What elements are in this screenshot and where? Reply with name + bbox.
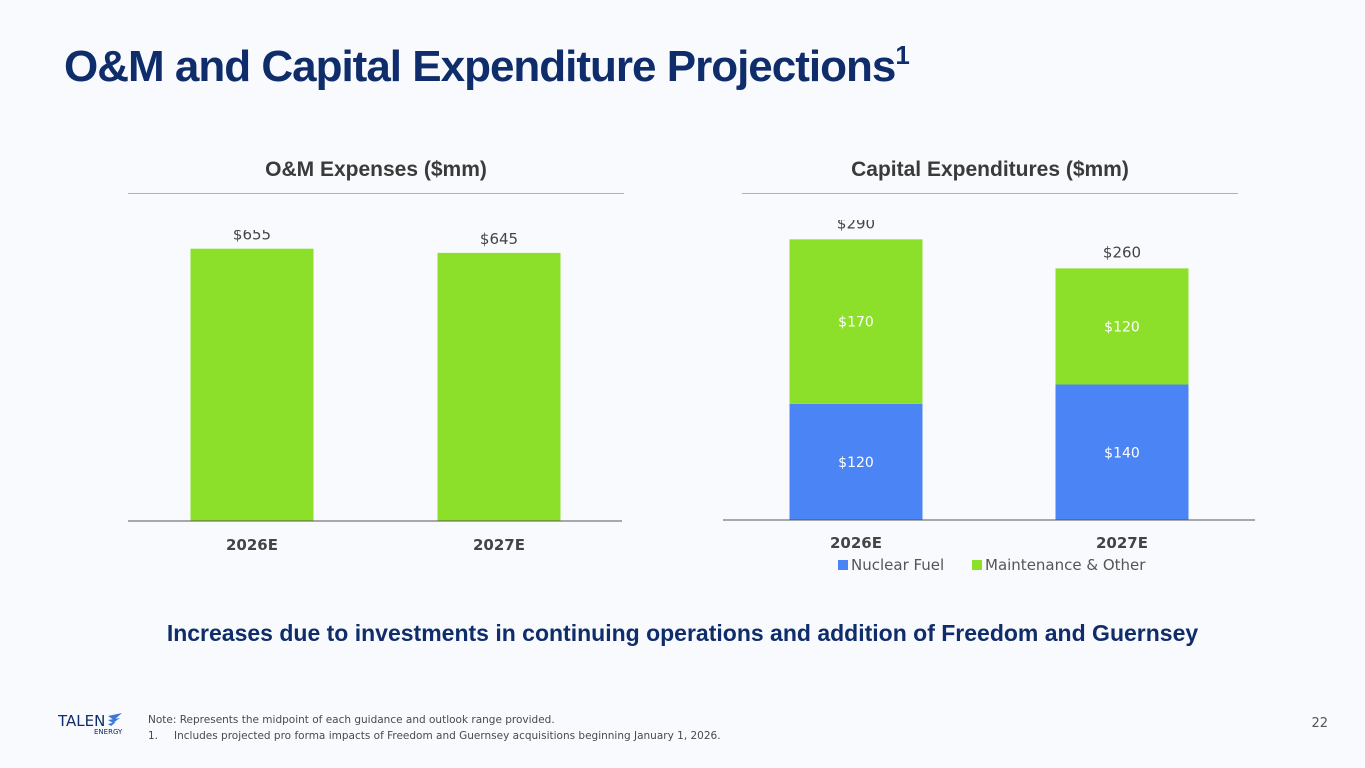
capex-total-label: $260 (1103, 243, 1141, 261)
capex-bar-nuclear-fuel-2026e (789, 403, 923, 520)
capex-category-label: 2026E (830, 534, 882, 552)
footnote-text: Includes projected pro forma impacts of … (174, 730, 721, 742)
title-footnote-marker: 1 (895, 40, 910, 70)
om-chart-title: O&M Expenses ($mm) (265, 158, 487, 181)
legend-maintenance-swatch (972, 560, 982, 570)
capex-segment-label: $120 (838, 455, 874, 471)
capex-bar-maintenance-2027e (1055, 268, 1189, 385)
capex-bar-maintenance-2026e (789, 239, 923, 404)
capex-chart-title: Capital Expenditures ($mm) (851, 158, 1129, 181)
om-bar-2026e (190, 248, 314, 521)
footnotes: Note: Represents the midpoint of each gu… (148, 712, 721, 744)
logo-subtext: ENERGY (94, 728, 123, 736)
footnote-line: 1. Includes projected pro forma impacts o… (148, 728, 721, 744)
om-expenses-chart: $655 2026E $645 2027E (128, 230, 622, 554)
capex-category-label: 2027E (1096, 534, 1148, 552)
page-number: 22 (1311, 716, 1328, 731)
capex-bar-nuclear-fuel-2027e (1055, 384, 1189, 520)
om-value-label: $645 (480, 230, 518, 248)
capex-chart: $120 $170 $290 2026E $140 $120 $260 2027E Nuclea… (723, 220, 1255, 574)
capex-segment-label: $170 (838, 315, 874, 331)
om-chart-title-rule (128, 193, 624, 194)
capex-chart-title-rule (742, 193, 1238, 194)
om-category-label: 2027E (473, 536, 525, 554)
page-title-text: O&M and Capital Expenditure Projections (64, 42, 896, 91)
footnote-number: 1. (148, 730, 159, 742)
capex-total-label: $290 (837, 220, 875, 232)
talen-energy-logo: TALEN ENERGY (57, 712, 128, 736)
summary-tagline: Increases due to investments in continui… (166, 620, 1199, 646)
legend-nuclear-fuel-label: Nuclear Fuel (851, 556, 944, 574)
page-title: O&M and Capital Expenditure Projections1 (64, 40, 910, 92)
om-value-label: $655 (233, 230, 271, 244)
om-category-label: 2026E (226, 536, 278, 554)
logo-wing-icon (108, 713, 122, 726)
capex-segment-label: $120 (1104, 319, 1140, 335)
legend-nuclear-fuel-swatch (838, 560, 848, 570)
om-bar-2027e (437, 252, 561, 521)
capex-segment-label: $140 (1104, 445, 1140, 461)
note-line: Note: Represents the midpoint of each gu… (148, 714, 555, 726)
logo-text: TALEN (58, 712, 105, 730)
legend-maintenance-label: Maintenance & Other (985, 556, 1146, 574)
